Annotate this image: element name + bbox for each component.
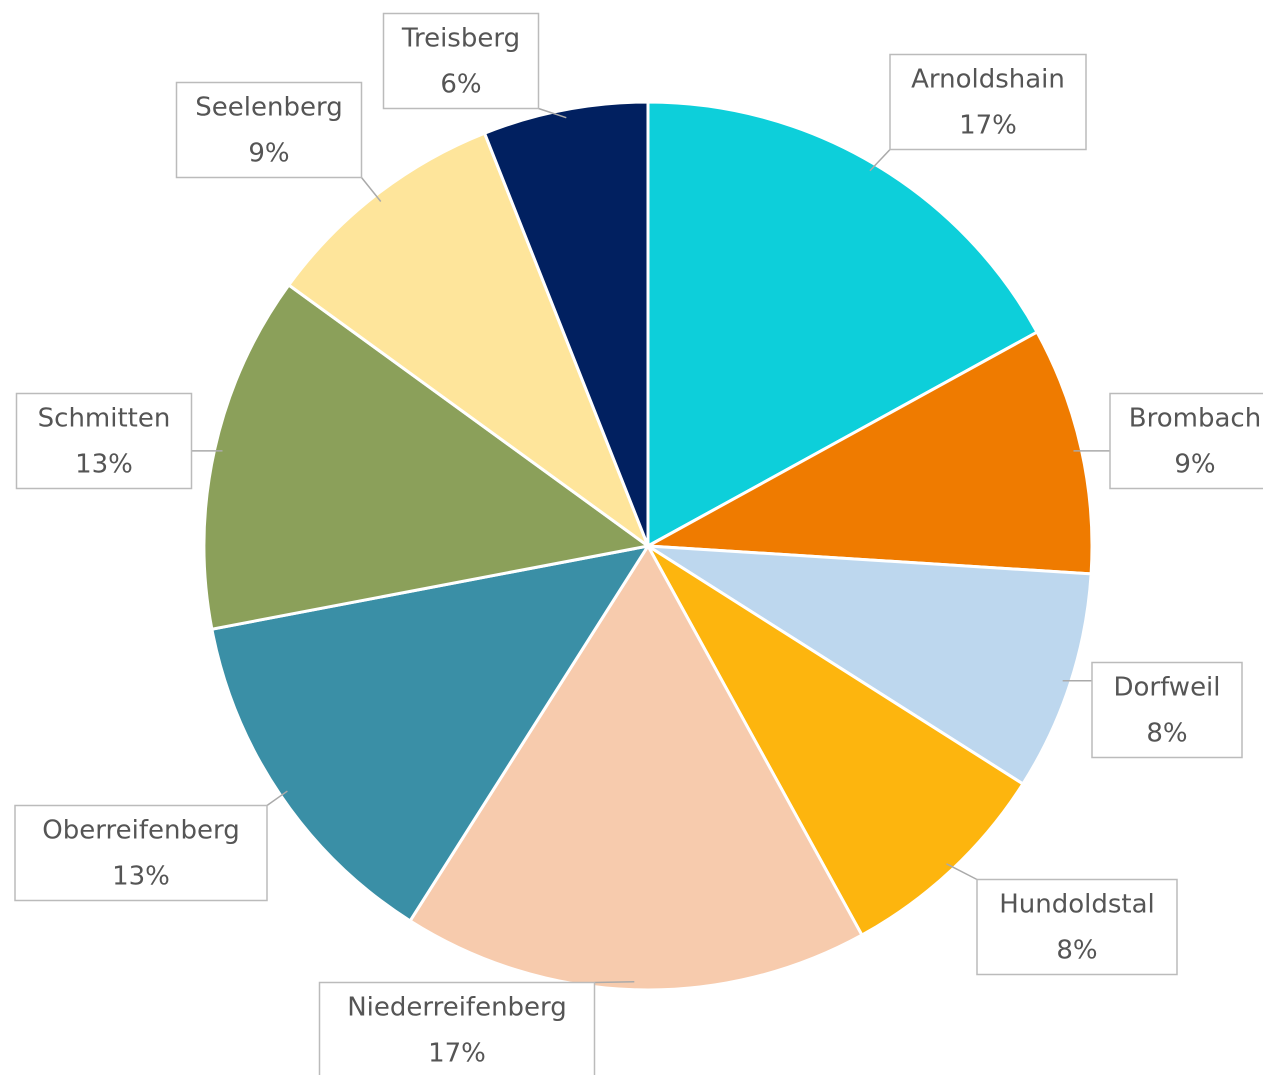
pie-slice: [482, 100, 650, 547]
slice-value-label: 17%: [428, 1039, 486, 1069]
label-box: [1091, 661, 1243, 759]
slice-label: Niederreifenberg: [347, 993, 567, 1023]
slice-label: Brombach: [1129, 404, 1261, 434]
slice-value-label: 9%: [1174, 450, 1215, 480]
label-box: [14, 804, 268, 902]
slice-label: Dorfweil: [1113, 673, 1220, 703]
pie-slice: [642, 330, 1094, 576]
slice-value-label: 8%: [1056, 936, 1097, 966]
leader-line: [266, 790, 288, 807]
slice-value-label: 9%: [248, 139, 289, 169]
slice-value-label: 13%: [75, 450, 133, 480]
slice-value-label: 6%: [440, 70, 481, 100]
leader-line: [594, 981, 635, 984]
label-box: [382, 12, 540, 110]
slice-label: Seelenberg: [195, 93, 342, 123]
leader-line: [360, 177, 382, 202]
label-box: [889, 53, 1087, 151]
pie-slice: [646, 100, 1040, 549]
pie-slice: [647, 544, 1093, 786]
pie-slice: [408, 543, 864, 992]
label-box: [1109, 392, 1263, 490]
label-box: [318, 981, 596, 1075]
leader-line: [538, 107, 567, 119]
label-box: [15, 392, 193, 490]
slice-value-label: 13%: [112, 862, 170, 892]
pie-slice: [646, 544, 1025, 938]
leader-line: [946, 863, 978, 881]
slice-value-label: 17%: [959, 111, 1017, 141]
leader-line: [869, 148, 891, 172]
slice-label: Treisberg: [401, 24, 520, 54]
slice-label: Hundoldstal: [999, 890, 1155, 920]
slice-label: Arnoldshain: [911, 65, 1065, 95]
slice-label: Oberreifenberg: [42, 816, 239, 846]
slice-value-label: 8%: [1146, 719, 1187, 749]
slice-label: Schmitten: [38, 404, 171, 434]
label-box: [175, 81, 363, 179]
pie-slice: [202, 282, 652, 631]
label-box: [976, 878, 1178, 976]
